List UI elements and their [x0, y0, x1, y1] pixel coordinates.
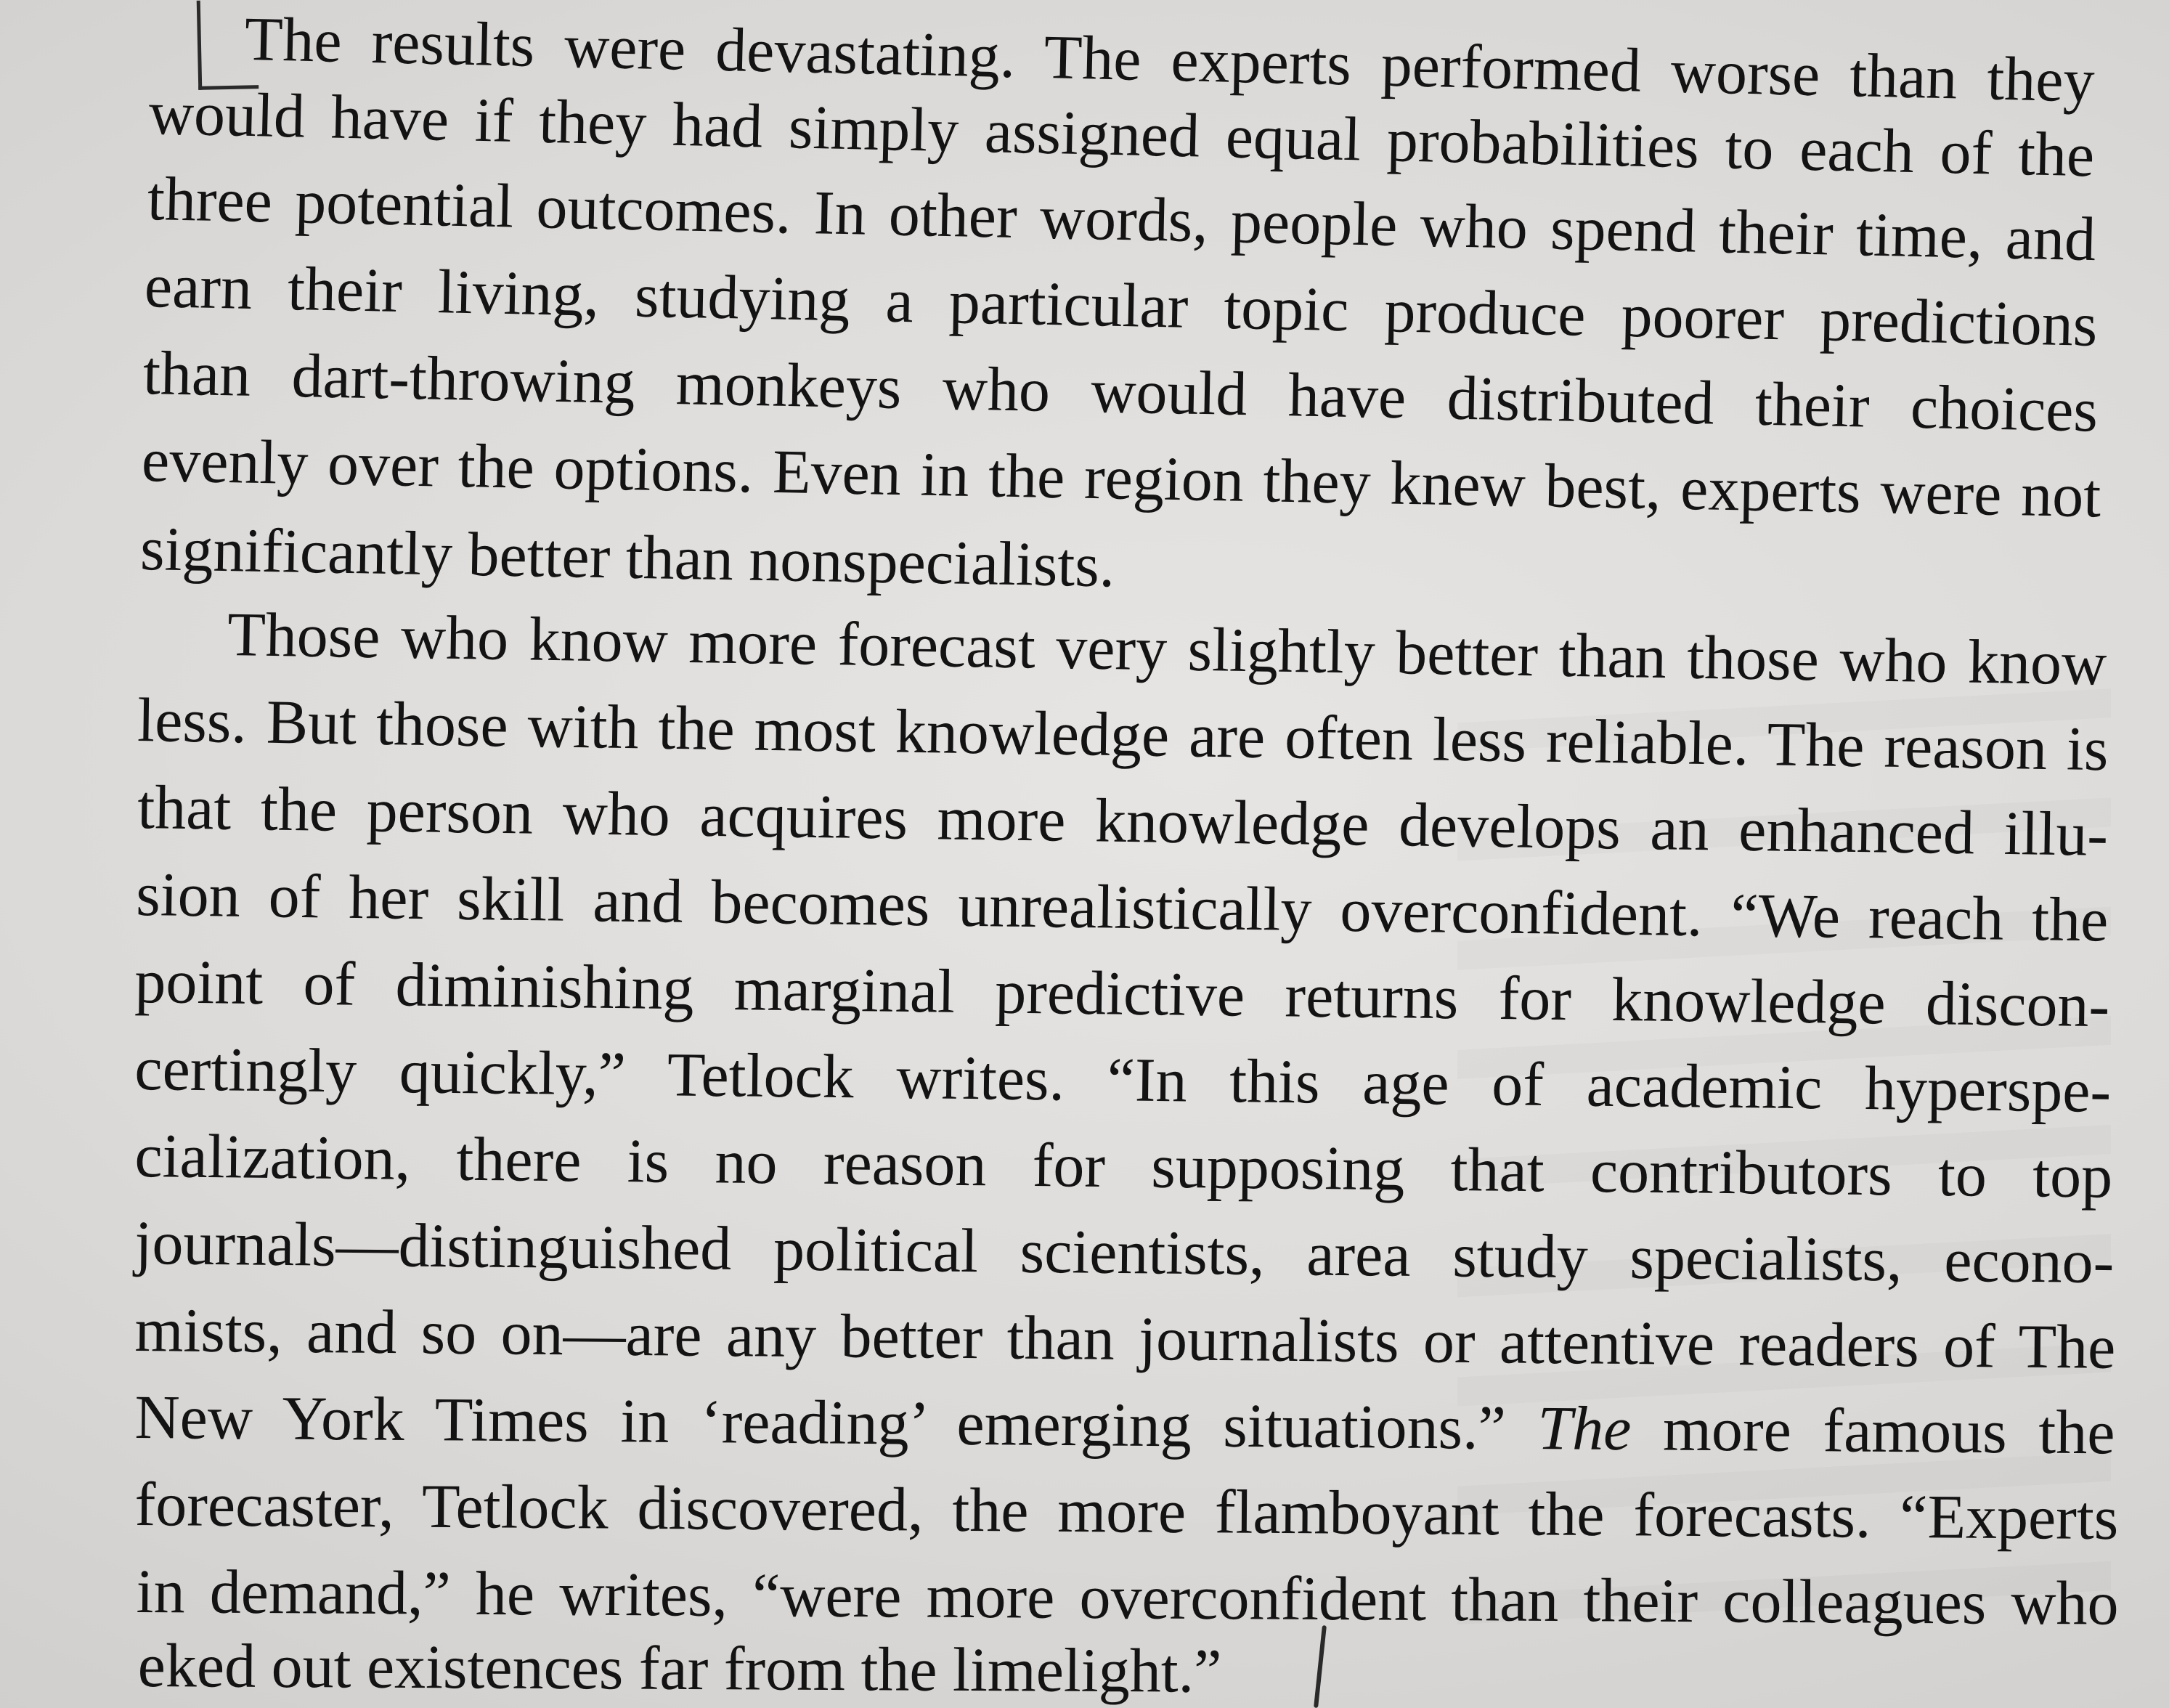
text-line: cialization, there is no reason for supp… [134, 1121, 2113, 1211]
text-line: Those who know more forecast very slight… [227, 599, 2107, 699]
italic-title: The [1537, 1393, 1632, 1464]
text-line: less. But those with the most knowledge … [137, 685, 2109, 784]
text-line: forecaster, Tetlock discovered, the more… [134, 1469, 2119, 1553]
pencil-end-mark [1314, 1624, 1327, 1708]
text-line: evenly over the options. Even in the reg… [141, 425, 2102, 531]
text-line: certingly quickly,” Tetlock writes. “In … [134, 1033, 2112, 1126]
text-line: eked out existences far from the limelig… [137, 1630, 1222, 1706]
text-line: significantly better than nonspecialists… [139, 513, 1116, 601]
text-line: sion of her skill and becomes unrealisti… [135, 859, 2109, 955]
text-line: that the person who acquires more knowle… [137, 772, 2109, 869]
text-line: New York Times in ‘reading’ emerging sit… [134, 1382, 2115, 1468]
text-line: point of diminishing marginal predictive… [134, 946, 2110, 1041]
text-line: in demand,” he writes, “were more overco… [136, 1556, 2119, 1638]
text-line: earn their living, studying a particular… [144, 251, 2099, 359]
text-line: than dart-throwing monkeys who would hav… [142, 338, 2099, 445]
text-line: mists, and so on—are any better than jou… [134, 1295, 2116, 1382]
text-line: journals—distinguished political scienti… [134, 1208, 2115, 1297]
